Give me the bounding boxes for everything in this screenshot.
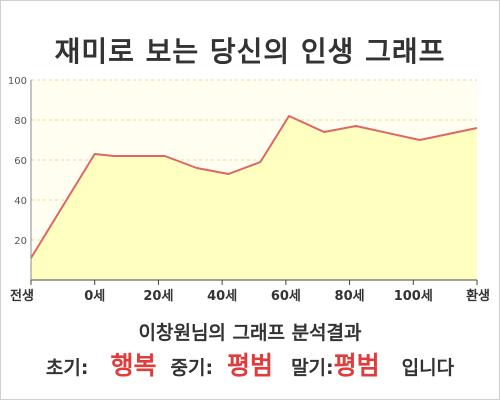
y-tick-label: 100 — [8, 76, 27, 87]
x-axis: 전생 0세 20세 40세 60세 80세 100세 환생 — [10, 280, 490, 304]
x-tick-label: 60세 — [271, 289, 301, 304]
x-tick-label: 100세 — [394, 289, 433, 304]
result-suffix: 입니다 — [401, 357, 455, 379]
x-tick-label: 0세 — [84, 289, 105, 304]
x-tick-label: 40세 — [207, 289, 237, 304]
late-value: 평범 — [333, 351, 380, 380]
mid-label: 중기: — [170, 357, 214, 379]
early-label: 초기: — [45, 357, 89, 379]
page-title: 재미로 보는 당신의 인생 그래프 — [54, 35, 446, 68]
y-tick-label: 40 — [14, 196, 27, 207]
y-tick-label: 20 — [14, 236, 27, 247]
x-tick-label: 환생 — [466, 288, 490, 304]
x-tick-label: 80세 — [335, 289, 365, 304]
y-tick-label: 80 — [14, 116, 27, 127]
result-summary: 초기: 행복 중기: 평범 말기:평범 입니다 — [0, 346, 500, 382]
result-title: 이창원님의 그래프 분석결과 — [138, 322, 362, 344]
early-value: 행복 — [110, 351, 157, 380]
life-line — [30, 115, 478, 259]
y-axis: 20 40 60 80 100 — [8, 76, 27, 247]
late-label: 말기: — [291, 357, 334, 379]
y-tick-label: 60 — [14, 156, 27, 167]
x-tick-label: 20세 — [143, 289, 173, 304]
mid-value: 평범 — [227, 351, 274, 380]
x-tick-label: 전생 — [10, 288, 34, 304]
